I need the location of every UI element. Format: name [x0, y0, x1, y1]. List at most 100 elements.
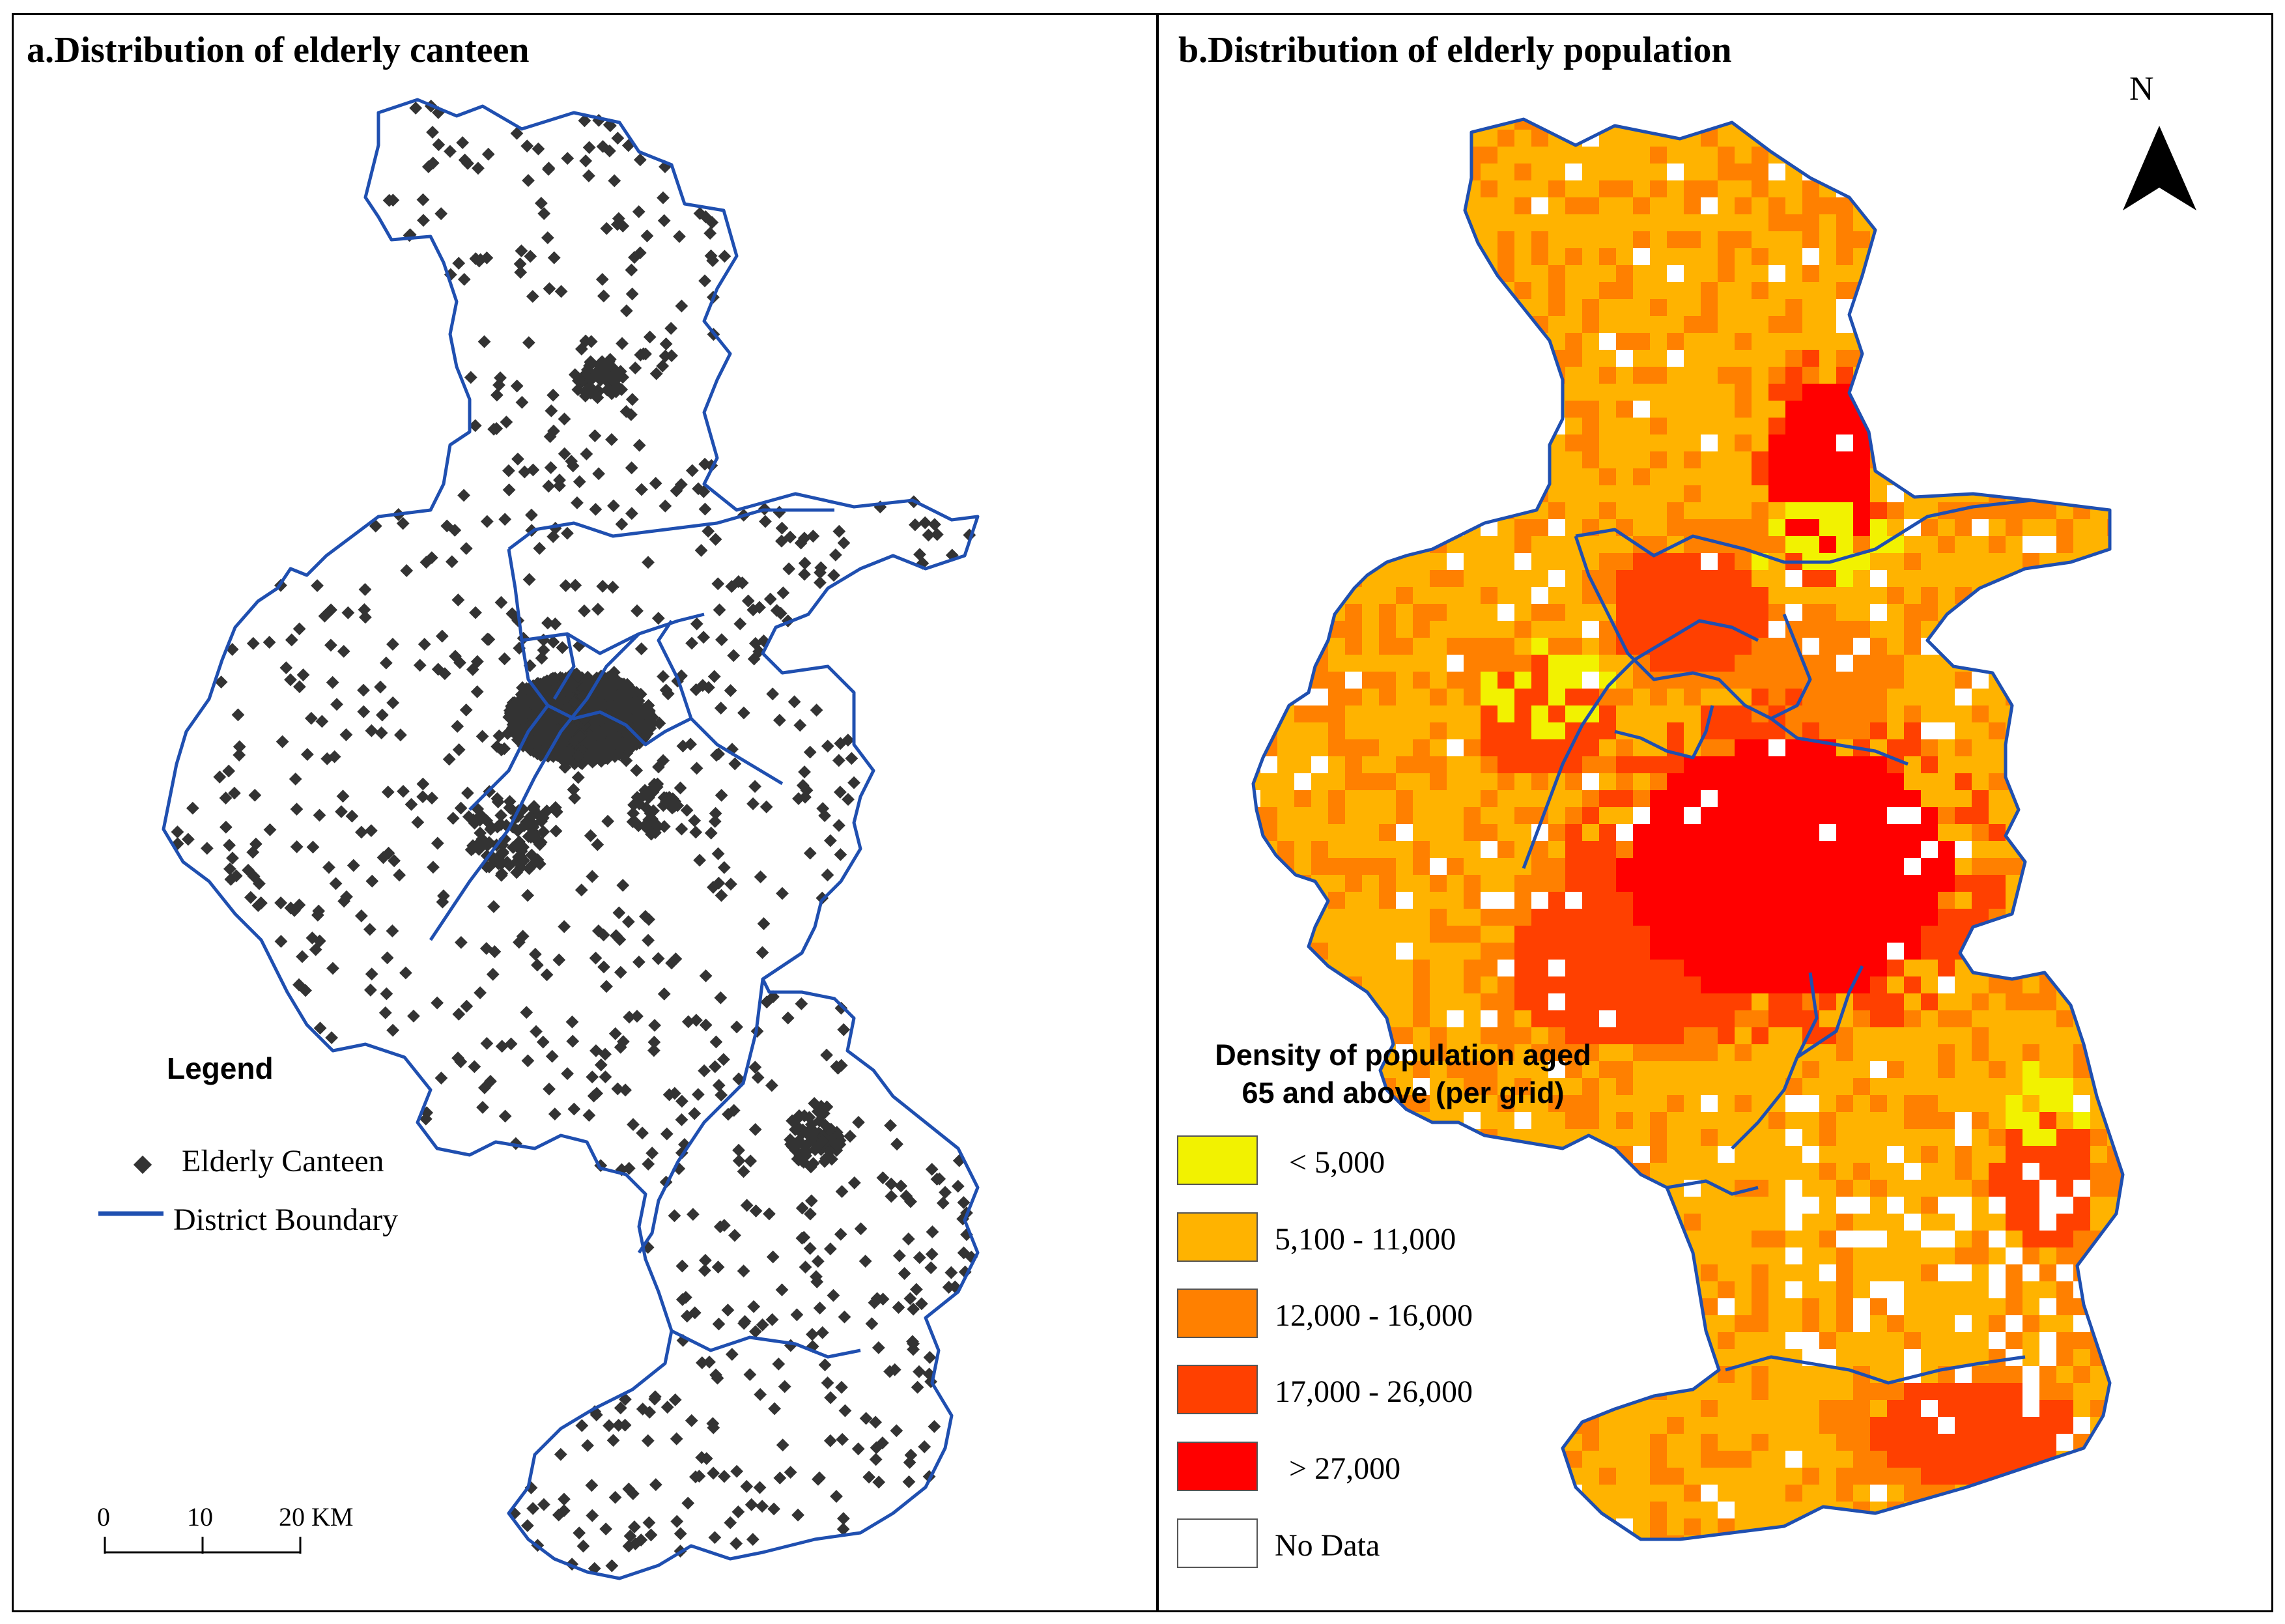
canteen-marker: [709, 533, 722, 546]
canteen-marker: [482, 633, 496, 646]
canteen-marker: [838, 1404, 852, 1417]
canteen-marker: [685, 464, 699, 477]
canteen-marker: [417, 214, 430, 227]
district-line-7: [637, 978, 765, 1254]
canteen-marker: [586, 1070, 599, 1084]
canteen-marker: [674, 477, 688, 491]
canteen-marker: [595, 272, 609, 286]
canteen-marker: [341, 606, 355, 620]
canteen-marker: [704, 826, 718, 840]
canteen-markers: [171, 99, 978, 1575]
canteen-marker: [171, 825, 184, 838]
canteen-marker: [304, 711, 318, 725]
canteen-marker: [290, 803, 304, 816]
canteen-marker: [589, 502, 603, 516]
canteen-marker: [721, 1303, 735, 1317]
canteen-marker: [674, 781, 687, 795]
canteen-marker: [816, 1134, 829, 1148]
canteen-marker: [444, 145, 457, 158]
canteen-marker: [567, 783, 580, 796]
canteen-marker: [763, 1207, 776, 1221]
canteen-marker: [244, 890, 257, 904]
canteen-marker: [446, 812, 460, 825]
canteen-marker: [862, 1470, 875, 1484]
canteen-marker: [589, 728, 603, 741]
canteen-marker: [358, 603, 371, 616]
canteen-marker: [554, 1447, 567, 1461]
canteen-marker: [709, 806, 722, 820]
canteen-marker: [741, 594, 755, 608]
canteen-marker: [619, 1083, 632, 1097]
canteen-marker: [548, 1107, 561, 1121]
canteen-marker: [642, 933, 655, 947]
canteen-marker: [431, 996, 444, 1010]
canteen-marker: [641, 1434, 655, 1447]
canteen-marker: [435, 629, 449, 643]
canteen-marker: [623, 1530, 637, 1543]
canteen-marker: [925, 1163, 939, 1176]
canteen-marker: [790, 1308, 804, 1322]
canteen-marker: [852, 1115, 865, 1129]
panel-b: b.Distribution of elderly population: [1157, 13, 2273, 1612]
canteen-marker: [642, 913, 655, 926]
canteen-marker: [315, 715, 329, 728]
canteen-marker: [599, 1070, 612, 1084]
canteen-marker: [313, 1021, 327, 1035]
canteen-marker: [495, 867, 509, 880]
canteen-marker: [485, 821, 498, 834]
canteen-marker: [688, 1107, 702, 1120]
canteen-marker: [365, 874, 379, 888]
canteen-marker: [847, 776, 860, 790]
canteen-marker: [675, 1113, 688, 1126]
canteen-marker: [594, 1058, 608, 1072]
canteen-marker: [732, 1154, 746, 1167]
canteen-marker: [571, 771, 585, 784]
canteen-marker: [737, 1264, 750, 1278]
canteen-marker: [400, 564, 414, 577]
canteen-marker: [591, 924, 605, 937]
density-class-3-label: 12,000 - 16,000: [1275, 1298, 1473, 1333]
canteen-marker: [888, 1363, 901, 1376]
canteen-marker: [629, 361, 642, 375]
canteen-marker: [634, 348, 647, 362]
canteen-marker: [566, 1034, 580, 1048]
canteen-marker: [431, 836, 444, 850]
canteen-marker: [419, 1112, 433, 1126]
canteen-marker: [944, 1266, 958, 1279]
canteen-marker: [596, 580, 610, 593]
canteen-marker: [731, 1505, 745, 1518]
canteen-marker: [704, 249, 718, 263]
canteen-marker: [836, 1512, 850, 1525]
canteen-marker: [582, 748, 596, 762]
canteen-marker: [365, 724, 378, 737]
canteen-marker: [426, 126, 439, 139]
canteen-marker: [296, 950, 309, 963]
canteen-marker: [818, 1358, 832, 1372]
canteen-marker: [337, 894, 351, 908]
canteen-marker: [833, 786, 847, 799]
canteen-marker: [597, 289, 610, 303]
canteen-marker: [670, 1515, 684, 1528]
canteen-marker: [495, 1040, 509, 1053]
canteen-marker: [575, 883, 588, 897]
canteen-marker: [517, 854, 530, 867]
canteen-marker: [925, 1247, 939, 1261]
canteen-marker: [623, 1010, 636, 1024]
canteen-marker: [890, 1424, 903, 1438]
canteen-marker: [407, 1009, 420, 1023]
canteen-marker: [798, 556, 812, 570]
canteen-marker: [510, 379, 524, 393]
canteen-marker: [738, 1315, 752, 1328]
canteen-marker: [885, 1190, 898, 1203]
canteen-marker: [586, 1509, 599, 1522]
canteen-marker: [804, 1207, 817, 1221]
canteen-marker: [494, 595, 508, 609]
district-line-3: [507, 548, 693, 747]
canteen-marker: [520, 139, 534, 153]
canteen-marker: [907, 1302, 920, 1316]
canteen-marker: [571, 670, 585, 683]
canteen-marker: [614, 365, 627, 378]
canteen-marker: [773, 506, 786, 519]
canteen-marker: [651, 612, 665, 625]
canteen-marker: [432, 138, 446, 151]
